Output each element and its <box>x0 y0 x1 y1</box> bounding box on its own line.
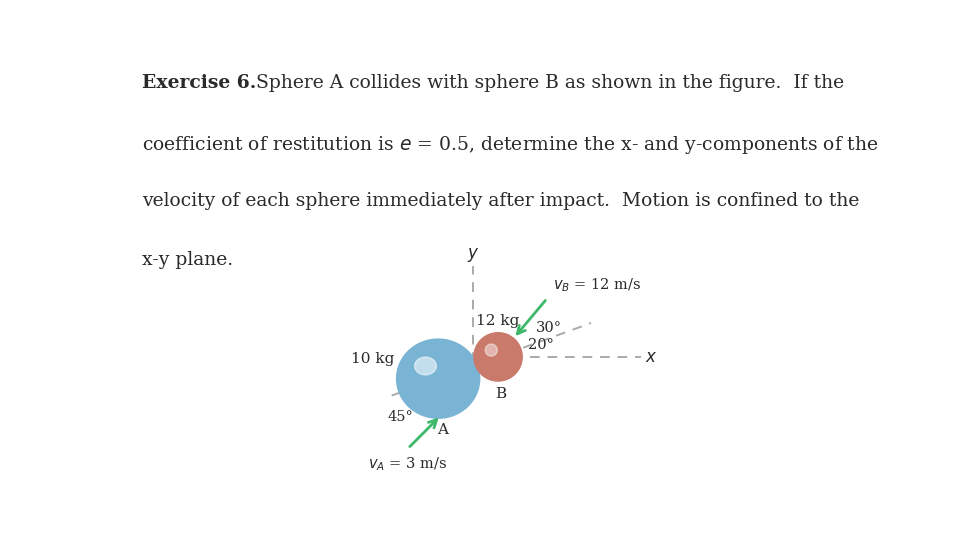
Circle shape <box>485 344 497 356</box>
Text: x: x <box>645 348 656 366</box>
Text: 10 kg: 10 kg <box>351 352 395 366</box>
Text: A: A <box>437 422 448 437</box>
Text: 45°: 45° <box>388 410 414 424</box>
Text: 30°: 30° <box>536 321 563 335</box>
Circle shape <box>474 333 522 381</box>
Ellipse shape <box>396 339 480 418</box>
Text: B: B <box>495 387 506 401</box>
Text: velocity of each sphere immediately after impact.  Motion is confined to the: velocity of each sphere immediately afte… <box>142 192 860 210</box>
Text: 12 kg: 12 kg <box>475 314 519 329</box>
Text: coefficient of restitution is $e$ = 0.5, determine the x- and y-components of th: coefficient of restitution is $e$ = 0.5,… <box>142 134 879 156</box>
Text: x-y plane.: x-y plane. <box>142 250 233 269</box>
Text: Exercise 6.: Exercise 6. <box>142 74 256 92</box>
Text: Sphere A collides with sphere B as shown in the figure.  If the: Sphere A collides with sphere B as shown… <box>251 74 845 92</box>
Text: 20°: 20° <box>528 338 554 352</box>
Ellipse shape <box>415 357 437 375</box>
Text: y: y <box>468 244 478 262</box>
Text: $v_A$ = 3 m/s: $v_A$ = 3 m/s <box>369 455 447 473</box>
Text: $v_B$ = 12 m/s: $v_B$ = 12 m/s <box>553 276 641 294</box>
